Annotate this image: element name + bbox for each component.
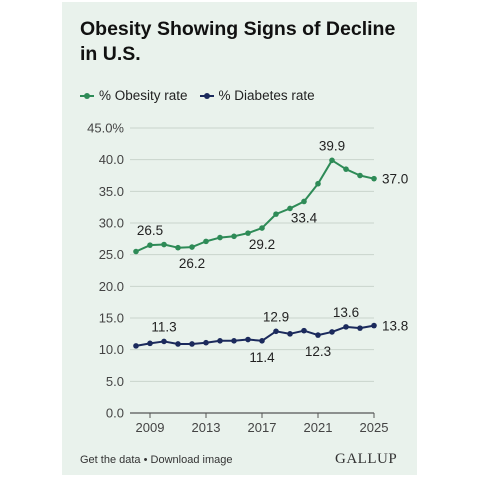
data-point-obesity	[189, 244, 195, 250]
y-tick-label: 35.0	[99, 184, 124, 199]
x-tick-label: 2021	[304, 420, 333, 435]
data-point-diabetes	[245, 336, 251, 343]
data-point-obesity	[315, 180, 321, 187]
data-label: 12.9	[263, 309, 289, 324]
data-point-obesity	[203, 238, 209, 245]
legend-swatch-obesity	[80, 92, 94, 99]
get-data-link[interactable]: Get the data	[80, 454, 141, 466]
data-point-obesity	[329, 157, 335, 164]
data-point-diabetes	[357, 325, 363, 331]
chart-card: Obesity Showing Signs of Decline in U.S.…	[62, 2, 417, 475]
y-tick-label: 45.0%	[87, 121, 124, 136]
line-chart: 0.0 5.0 10.0 15.0 20.0 25.0 30.0 35.0 40.0 45.0% 2…	[87, 121, 408, 436]
data-point-obesity	[175, 244, 181, 251]
chart-title: Obesity Showing Signs of Decline in U.S.	[80, 18, 396, 65]
data-point-diabetes	[231, 338, 237, 344]
data-point-obesity	[357, 172, 363, 179]
x-tick-label: 2017	[248, 420, 277, 435]
y-tick-label: 15.0	[99, 311, 124, 326]
data-point-obesity	[217, 234, 223, 241]
download-image-link[interactable]: Download image	[150, 454, 233, 466]
legend: % Obesity rate % Diabetes rate	[80, 88, 327, 103]
data-point-obesity	[301, 198, 307, 205]
data-point-diabetes	[287, 331, 293, 337]
y-tick-label: 5.0	[106, 374, 124, 389]
data-label: 26.5	[137, 223, 163, 238]
data-point-diabetes	[175, 341, 181, 347]
data-point-diabetes	[315, 332, 321, 338]
y-tick-label: 30.0	[99, 216, 124, 231]
gallup-logo: GALLUP	[335, 451, 398, 467]
data-label: 37.0	[382, 172, 408, 187]
data-point-obesity	[161, 241, 167, 248]
legend-item-obesity: % Obesity rate	[80, 88, 188, 103]
data-point-diabetes	[301, 327, 307, 334]
x-tick-label: 2009	[136, 420, 165, 435]
data-point-diabetes	[133, 343, 139, 349]
data-label: 12.3	[305, 344, 331, 359]
data-point-obesity	[259, 225, 265, 231]
legend-item-diabetes: % Diabetes rate	[199, 88, 315, 103]
data-label: 13.6	[333, 305, 359, 320]
y-tick-label: 20.0	[99, 279, 124, 294]
data-point-diabetes	[189, 341, 195, 347]
x-tick-label: 2013	[192, 420, 221, 435]
footer: Get the data • Download image	[80, 454, 232, 466]
legend-label-diabetes: % Diabetes rate	[218, 88, 315, 103]
data-point-obesity	[273, 211, 279, 217]
data-point-obesity	[231, 233, 237, 240]
data-label: 29.2	[249, 237, 275, 252]
data-point-diabetes	[273, 328, 279, 335]
data-point-diabetes	[161, 338, 167, 345]
y-tick-label: 40.0	[99, 152, 124, 167]
data-point-diabetes	[343, 324, 349, 330]
data-label: 33.4	[291, 210, 318, 225]
y-tick-label: 25.0	[99, 247, 124, 262]
data-point-diabetes	[217, 338, 223, 344]
data-label: 11.3	[151, 319, 176, 334]
data-point-diabetes	[203, 339, 209, 346]
legend-swatch-diabetes	[199, 92, 214, 99]
data-point-diabetes	[147, 340, 153, 347]
data-point-diabetes	[371, 322, 377, 329]
y-tick-label: 0.0	[106, 406, 124, 421]
data-point-diabetes	[259, 338, 265, 344]
data-point-diabetes	[329, 329, 335, 335]
data-point-obesity	[133, 248, 139, 255]
data-label: 13.8	[382, 319, 408, 334]
y-tick-label: 10.0	[99, 342, 124, 357]
data-label: 11.4	[249, 350, 275, 365]
footer-separator: •	[143, 454, 148, 466]
data-label: 39.9	[319, 138, 345, 153]
data-point-obesity	[287, 205, 293, 212]
data-point-obesity	[147, 242, 153, 248]
data-point-obesity	[343, 166, 349, 172]
data-point-obesity	[371, 175, 377, 182]
data-label: 26.2	[179, 256, 205, 271]
x-tick-label: 2025	[360, 420, 389, 435]
legend-label-obesity: % Obesity rate	[99, 88, 188, 103]
data-point-obesity	[245, 230, 251, 236]
